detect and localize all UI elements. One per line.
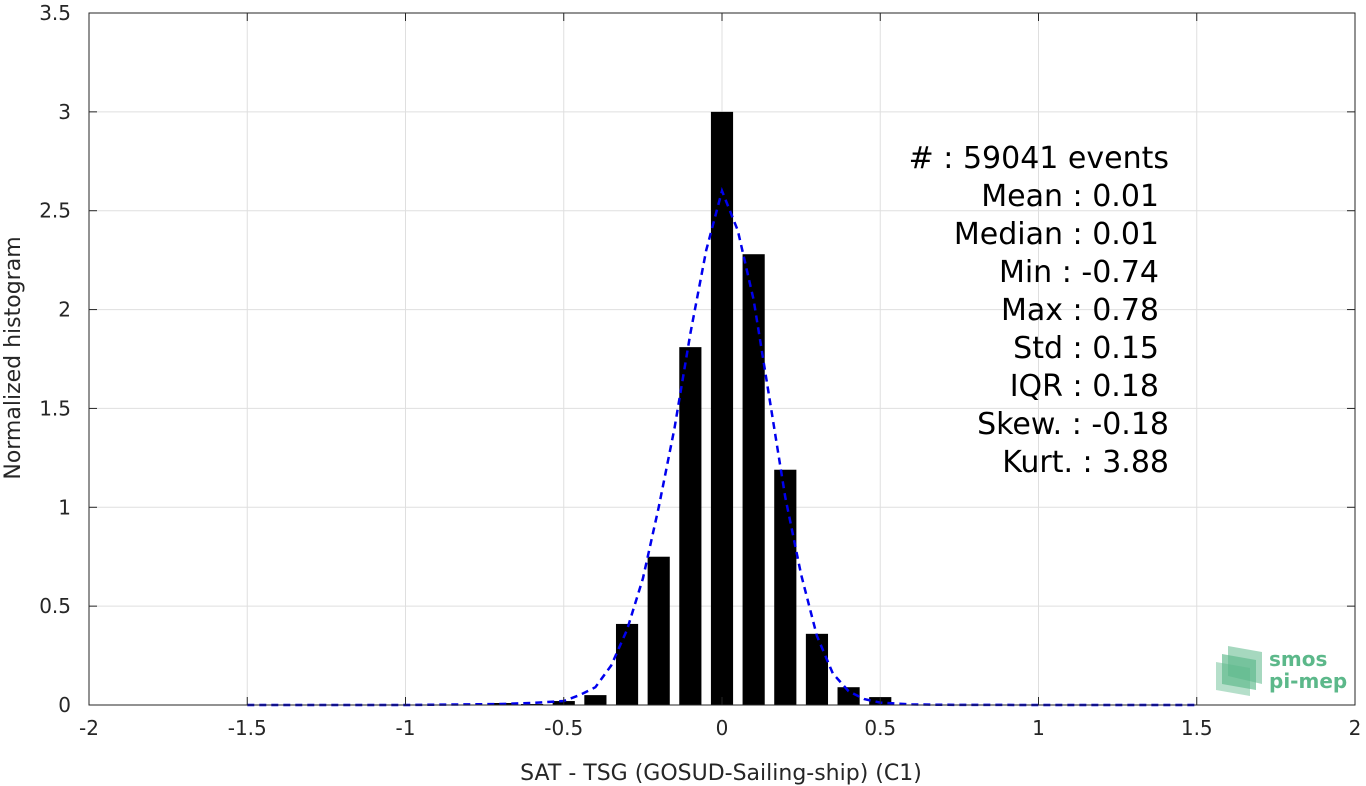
x-tick-label-0: -2 xyxy=(79,716,99,740)
y-tick-label-5: 2.5 xyxy=(39,199,71,223)
histogram-bar-7 xyxy=(710,111,734,706)
x-tick-label-3: -0.5 xyxy=(544,716,583,740)
logo-mark-front xyxy=(1216,662,1250,696)
logo-mark-mid xyxy=(1222,654,1256,690)
y-tick-label-4: 2 xyxy=(58,298,71,322)
x-tick-label-1: -1.5 xyxy=(228,716,267,740)
logo-text-pimep: pi-mep xyxy=(1269,669,1347,693)
histogram-bar-5 xyxy=(647,556,670,705)
histogram-bar-4 xyxy=(615,623,639,705)
x-tick-label-7: 1.5 xyxy=(1181,716,1213,740)
stat-line-5: Std : 0.15 xyxy=(1013,331,1159,366)
histogram-bar-8 xyxy=(742,254,765,705)
stat-line-3: Min : -0.74 xyxy=(999,255,1159,290)
stat-line-8: Kurt. : 3.88 xyxy=(1002,445,1169,480)
stat-line-1: Mean : 0.01 xyxy=(981,179,1159,214)
stat-line-7: Skew. : -0.18 xyxy=(977,407,1169,442)
x-tick-label-8: 2 xyxy=(1349,716,1362,740)
stat-line-2: Median : 0.01 xyxy=(954,217,1159,252)
stat-line-6: IQR : 0.18 xyxy=(1010,369,1159,404)
histogram-bar-11 xyxy=(837,687,860,705)
stat-line-0: # : 59041 events xyxy=(909,141,1169,176)
y-tick-labels: 0 0.5 1 1.5 2 2.5 3 3.5 xyxy=(39,1,71,717)
histogram-bar-6 xyxy=(679,347,702,705)
histogram-bar-3 xyxy=(584,695,607,705)
y-tick-label-3: 1.5 xyxy=(39,396,71,420)
x-tick-labels: -2 -1.5 -1 -0.5 0 0.5 1 1.5 2 xyxy=(79,716,1361,740)
y-tick-label-7: 3.5 xyxy=(39,1,71,25)
smos-pimep-logo: smos pi-mep xyxy=(1216,646,1347,696)
x-tick-label-6: 1 xyxy=(1032,716,1045,740)
x-tick-label-2: -1 xyxy=(396,716,416,740)
histogram-bar-10 xyxy=(805,633,829,705)
x-tick-label-5: 0.5 xyxy=(864,716,896,740)
stat-line-4: Max : 0.78 xyxy=(1001,293,1159,328)
histogram-bar-9 xyxy=(774,469,797,705)
axis-ticks xyxy=(88,12,1356,706)
y-tick-label-0: 0 xyxy=(58,693,71,717)
y-tick-label-2: 1 xyxy=(58,495,71,519)
x-tick-label-4: 0 xyxy=(716,716,729,740)
logo-text-smos: smos xyxy=(1269,647,1327,671)
y-axis-label: Normalized histogram xyxy=(1,236,26,479)
y-tick-label-1: 0.5 xyxy=(39,594,71,618)
histogram-bars xyxy=(489,111,892,706)
fit-curve-line xyxy=(247,186,1197,707)
x-axis-label: SAT - TSG (GOSUD-Sailing-ship) (C1) xyxy=(520,761,922,786)
y-tick-label-6: 3 xyxy=(58,100,71,124)
